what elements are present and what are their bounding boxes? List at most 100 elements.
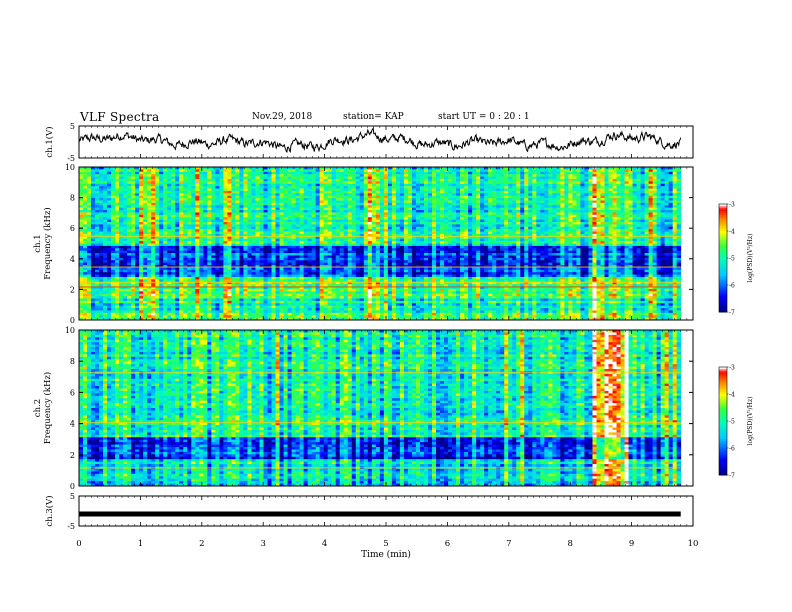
spectrogram-cell bbox=[159, 305, 164, 309]
spectrogram-cell bbox=[327, 205, 333, 209]
spectrogram-cell bbox=[323, 245, 329, 249]
spectrogram-cell bbox=[171, 212, 176, 216]
spectrogram-cell bbox=[283, 288, 288, 292]
spectrogram-cell bbox=[299, 190, 305, 194]
spectrogram-cell bbox=[343, 233, 349, 237]
spectrogram-cell bbox=[259, 248, 264, 252]
spectrogram-cell bbox=[155, 279, 160, 283]
spectrogram-cell bbox=[163, 269, 168, 273]
spectrogram-cell bbox=[211, 288, 216, 292]
spectrogram-cell bbox=[211, 253, 216, 256]
spectrogram-cell bbox=[351, 269, 357, 273]
spectrogram-cell bbox=[351, 241, 357, 244]
spectrogram-cell bbox=[279, 238, 284, 242]
spectrogram-cell bbox=[103, 265, 108, 268]
spectrogram-cell bbox=[235, 317, 240, 321]
spectrogram-cell bbox=[291, 193, 297, 197]
spectrogram-cell bbox=[195, 193, 200, 197]
spectrogram-cell bbox=[155, 267, 160, 271]
spectrogram-cell bbox=[83, 300, 88, 304]
spectrogram-cell bbox=[139, 241, 144, 244]
spectrogram-cell bbox=[163, 181, 168, 185]
spectrogram-cell bbox=[319, 253, 325, 256]
spectrogram-cell bbox=[123, 188, 128, 192]
spectrogram-cell bbox=[187, 236, 192, 240]
spectrogram-cell bbox=[139, 167, 144, 170]
spectrogram-cell bbox=[275, 291, 280, 295]
spectrogram-cell bbox=[291, 315, 297, 319]
spectrogram-cell bbox=[175, 284, 180, 287]
spectrogram-cell bbox=[235, 193, 240, 197]
spectrogram-cell bbox=[291, 224, 297, 228]
spectrogram-cell bbox=[343, 308, 349, 311]
spectrogram-cell bbox=[343, 238, 349, 242]
spectrogram-cell bbox=[315, 284, 321, 287]
spectrogram-cell bbox=[195, 284, 200, 287]
spectrogram-cell bbox=[319, 315, 325, 319]
spectrogram-cell bbox=[331, 183, 337, 187]
spectrogram-cell bbox=[171, 205, 176, 209]
spectrogram-cell bbox=[303, 243, 309, 247]
spectrogram-cell bbox=[331, 308, 337, 311]
spectrogram-cell bbox=[183, 260, 188, 264]
spectrogram-cell bbox=[267, 291, 272, 295]
ch1-waveform-frame bbox=[78, 125, 694, 159]
spectrogram-cell bbox=[123, 217, 128, 220]
spectrogram-cell bbox=[295, 195, 301, 199]
spectrogram-cell bbox=[263, 233, 268, 237]
spectrogram-cell bbox=[367, 238, 373, 242]
spectrogram-cell bbox=[83, 312, 88, 316]
spectrogram-cell bbox=[119, 269, 124, 273]
spectrogram-cell bbox=[119, 190, 124, 194]
spectrogram-cell bbox=[255, 231, 260, 235]
spectrogram-cell bbox=[295, 296, 301, 299]
spectrogram-cell bbox=[235, 178, 240, 182]
spectrogram-cell bbox=[227, 238, 232, 242]
spectrogram-cell bbox=[239, 212, 244, 216]
spectrogram-cell bbox=[299, 257, 305, 261]
spectrogram-cell bbox=[111, 296, 116, 299]
spectrogram-cell bbox=[359, 219, 365, 223]
spectrogram-cell bbox=[363, 238, 369, 242]
spectrogram-cell bbox=[155, 248, 160, 252]
spectrogram-cell bbox=[183, 317, 188, 321]
spectrogram-cell bbox=[119, 245, 124, 249]
spectrogram-cell bbox=[163, 248, 168, 252]
spectrogram-cell bbox=[199, 210, 204, 213]
spectrogram-cell bbox=[247, 183, 252, 187]
spectrogram-cell bbox=[227, 248, 232, 252]
spectrogram-cell bbox=[339, 174, 345, 177]
spectrogram-cell bbox=[199, 253, 204, 256]
spectrogram-cell bbox=[163, 178, 168, 182]
spectrogram-cell bbox=[135, 248, 140, 252]
spectrogram-cell bbox=[279, 269, 284, 273]
spectrogram-cell bbox=[295, 186, 301, 189]
spectrogram-cell bbox=[159, 167, 164, 170]
spectrogram-cell bbox=[319, 217, 325, 220]
spectrogram-cell bbox=[331, 281, 337, 285]
spectrogram-cell bbox=[135, 214, 140, 218]
spectrogram-cell bbox=[247, 193, 252, 197]
spectrogram-cell bbox=[291, 286, 297, 290]
spectrogram-cell bbox=[175, 210, 180, 213]
date-label: Nov.29, 2018 bbox=[252, 112, 312, 122]
spectrogram-cell bbox=[179, 296, 184, 299]
spectrogram-cell bbox=[143, 293, 148, 297]
spectrogram-cell bbox=[103, 214, 108, 218]
spectrogram-cell bbox=[339, 221, 345, 225]
spectrogram-cell bbox=[351, 286, 357, 290]
spectrogram-cell bbox=[311, 174, 317, 177]
spectrogram-cell bbox=[155, 226, 160, 230]
spectrogram-cell bbox=[315, 200, 321, 204]
spectrogram-cell bbox=[195, 255, 200, 259]
spectrogram-cell bbox=[351, 317, 357, 321]
spectrogram-cell bbox=[127, 296, 132, 299]
spectrogram-cell bbox=[163, 305, 168, 309]
spectrogram-cell bbox=[275, 167, 280, 170]
spectrogram-cell bbox=[83, 274, 88, 278]
spectrogram-cell bbox=[279, 288, 284, 292]
spectrogram-cell bbox=[335, 293, 341, 297]
spectrogram-cell bbox=[195, 303, 200, 307]
spectrogram-cell bbox=[363, 176, 369, 180]
spectrogram-cell bbox=[83, 276, 88, 280]
